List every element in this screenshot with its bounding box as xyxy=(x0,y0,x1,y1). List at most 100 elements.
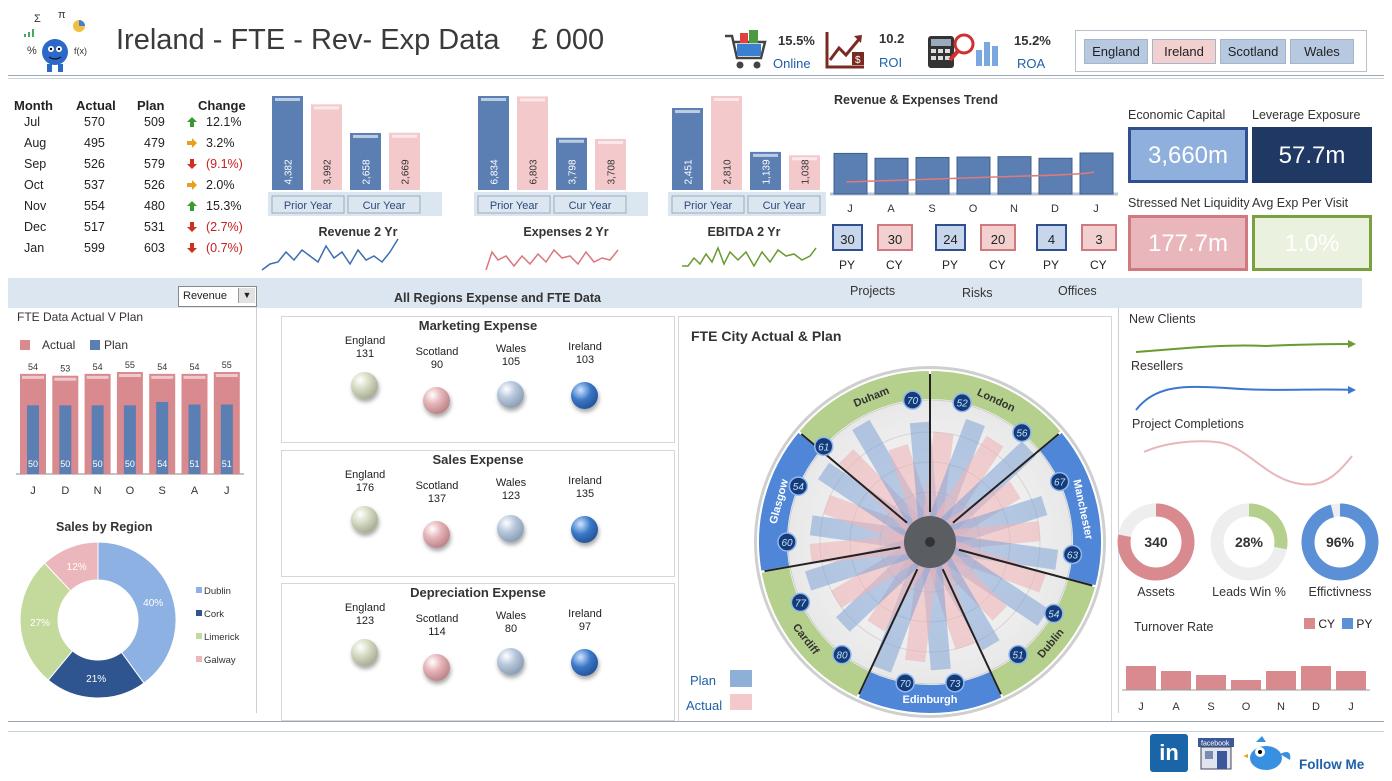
expense-sphere xyxy=(351,372,378,399)
arrow-down-icon xyxy=(186,221,198,233)
metric-dropdown[interactable]: Revenue ▼ xyxy=(178,286,257,307)
expense-sphere xyxy=(497,648,524,675)
yoy-legend-label: Prior Year xyxy=(684,200,733,212)
expense-panel: Depreciation Expense England 123 Scotland 11… xyxy=(281,583,675,721)
expense-sphere xyxy=(571,649,598,676)
city-badge-value: 54 xyxy=(793,482,805,493)
pie-slice-label: 40% xyxy=(143,598,163,609)
turnover-title: Turnover Rate xyxy=(1134,620,1214,634)
bar-highlight xyxy=(520,98,545,102)
fte-actual-label: 55 xyxy=(125,360,135,370)
city-badge xyxy=(790,592,811,613)
change-cell: 2.0% xyxy=(206,178,235,192)
svg-text:π: π xyxy=(58,9,66,21)
turnover-legend-py: PY xyxy=(1342,617,1372,631)
segment-divider xyxy=(764,546,901,573)
twitter-bird-icon[interactable] xyxy=(1243,734,1294,774)
city-badge-value: 73 xyxy=(949,679,961,690)
city-badge xyxy=(813,436,834,457)
follow-me-link[interactable]: Follow Me xyxy=(1299,757,1365,772)
change-cell: (0.7%) xyxy=(206,241,243,255)
tab-scotland[interactable]: Scotland xyxy=(1220,39,1286,64)
arrow-right-icon xyxy=(186,179,198,191)
expense-value-label: 80 xyxy=(504,623,518,635)
turnover-month-label: S xyxy=(1207,701,1214,713)
arrow-down-icon xyxy=(186,158,198,170)
plan-cell: 531 xyxy=(144,220,165,234)
trend-bar xyxy=(833,152,868,195)
facebook-icon[interactable]: facebook xyxy=(1196,736,1236,772)
svg-text:Σ: Σ xyxy=(34,13,41,25)
expenses-sparkline xyxy=(485,248,619,271)
header-divider-2 xyxy=(8,78,1384,79)
city-badge-value: 70 xyxy=(907,396,919,407)
roa-label: ROA xyxy=(1017,56,1046,71)
expense-sphere xyxy=(497,381,524,408)
trend-month-label: N xyxy=(1010,203,1018,215)
bar-highlight xyxy=(151,375,174,379)
bar-highlight xyxy=(792,157,817,161)
roi-label: ROI xyxy=(879,55,903,70)
yoy-legend-label: Cur Year xyxy=(363,200,406,212)
bar-data-label: 2,810 xyxy=(723,159,734,184)
col-plan: Plan xyxy=(137,98,165,113)
pie-slice-label: 21% xyxy=(86,674,106,685)
pie-slice-dublin xyxy=(97,541,177,684)
donut-value: 28% xyxy=(1235,534,1264,550)
arrow-down-icon xyxy=(186,242,198,254)
bar-highlight xyxy=(314,106,339,110)
bar-data-label: 3,798 xyxy=(568,159,579,184)
metric-value: 57.7m xyxy=(1252,127,1372,183)
tab-ireland[interactable]: Ireland xyxy=(1152,39,1216,64)
donut-arc xyxy=(1301,503,1379,581)
city-badge xyxy=(832,644,852,665)
cur-year-bar xyxy=(311,104,342,190)
tab-wales[interactable]: Wales xyxy=(1290,39,1354,64)
fte-month-label: O xyxy=(126,485,135,497)
prior-year-bar xyxy=(478,96,509,190)
cy-label: CY xyxy=(1090,258,1107,272)
bar-data-label: 1,139 xyxy=(762,159,773,184)
calculator-magnifier-icon xyxy=(926,30,1004,77)
project-completions-label: Project Completions xyxy=(1132,417,1244,431)
fte-month-label: S xyxy=(159,485,166,497)
legend-plan-label: Plan xyxy=(104,338,128,352)
chevron-down-icon[interactable]: ▼ xyxy=(238,288,255,303)
turnover-bar xyxy=(1266,671,1296,690)
col-actual: Actual xyxy=(76,98,116,113)
actual-cell: 570 xyxy=(84,115,105,129)
project-completions-sparkline xyxy=(1143,440,1353,486)
expense-sphere xyxy=(571,516,598,543)
svg-text:f(x): f(x) xyxy=(74,46,87,56)
city-badge-value: 70 xyxy=(900,679,912,690)
pie-legend-swatch xyxy=(196,633,202,639)
legend-plan-swatch xyxy=(90,340,100,350)
cur-year-bar xyxy=(711,96,742,190)
expense-value-label: 114 xyxy=(428,626,446,638)
fte-plan-bar xyxy=(156,401,169,474)
cy-label: CY xyxy=(989,258,1006,272)
py-box: 24 xyxy=(935,224,966,251)
footer-divider-2 xyxy=(8,731,1384,732)
expense-region-label: England xyxy=(344,469,386,481)
expense-value-label: 97 xyxy=(578,621,592,633)
city-badge-value: 60 xyxy=(781,538,793,549)
col-month: Month xyxy=(14,98,53,113)
radial-legend-actual-swatch xyxy=(730,694,752,710)
right-sparklines xyxy=(1135,340,1356,486)
new-clients-sparkline xyxy=(1135,343,1355,353)
linkedin-icon[interactable]: in xyxy=(1150,734,1188,772)
trend-month-label: O xyxy=(969,203,978,215)
yoy-legend-label: Cur Year xyxy=(763,200,806,212)
tab-england[interactable]: England xyxy=(1084,39,1148,64)
expense-region-label: Ireland xyxy=(568,475,602,487)
cy-box: 20 xyxy=(980,224,1016,251)
pie-legend-label: Limerick xyxy=(204,632,240,643)
right-divider xyxy=(1118,308,1119,713)
pie-slice-limerick xyxy=(19,562,74,681)
month-cell: Jan xyxy=(24,241,45,255)
metric-label: Stressed Net Liquidity xyxy=(1128,196,1250,210)
trend-month-label: D xyxy=(1051,203,1059,215)
fte-plan-label: 51 xyxy=(189,459,199,469)
change-cell: (9.1%) xyxy=(206,157,243,171)
